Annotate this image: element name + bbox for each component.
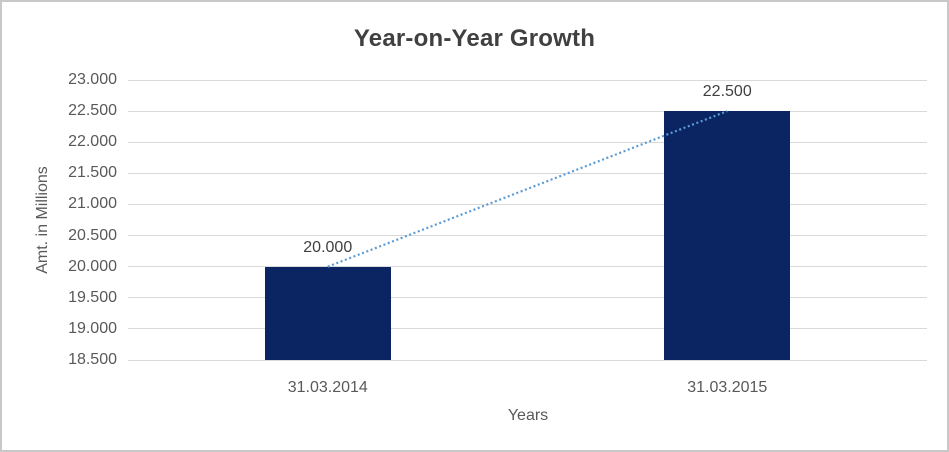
x-axis-category-label: 31.03.2015 <box>687 379 768 396</box>
y-axis-tick-label: 18.500 <box>68 351 117 368</box>
chart-title: Year-on-Year Growth <box>353 25 596 52</box>
y-axis-tick-label: 19.500 <box>68 288 117 306</box>
x-axis-category-label: 31.03.2014 <box>287 379 368 396</box>
gridline <box>128 297 927 299</box>
gridline <box>128 141 927 143</box>
y-axis-tick-label: 21.000 <box>68 195 117 213</box>
y-axis-tick-label: 20.500 <box>68 226 117 244</box>
bar-data-label: 22.500 <box>702 83 752 101</box>
gridline <box>128 110 927 112</box>
y-axis-tick-label: 22.500 <box>68 102 117 120</box>
x-axis-title: Years <box>507 407 549 424</box>
gridline <box>128 266 927 268</box>
y-axis-tick-label: 22.000 <box>68 133 117 151</box>
bar <box>664 111 791 360</box>
gridline <box>128 79 927 81</box>
gridline <box>128 235 927 237</box>
y-axis-tick-label: 21.500 <box>68 164 117 182</box>
gridline <box>128 359 927 361</box>
y-axis-tick-label: 23.000 <box>68 71 117 88</box>
y-axis-tick-label: 20.000 <box>68 257 117 275</box>
y-axis-tick-label: 19.000 <box>68 319 117 337</box>
gridline <box>128 172 927 174</box>
bar-data-label: 20.000 <box>303 238 353 256</box>
gridline <box>128 328 927 330</box>
gridline <box>128 203 927 205</box>
bar <box>264 266 391 360</box>
